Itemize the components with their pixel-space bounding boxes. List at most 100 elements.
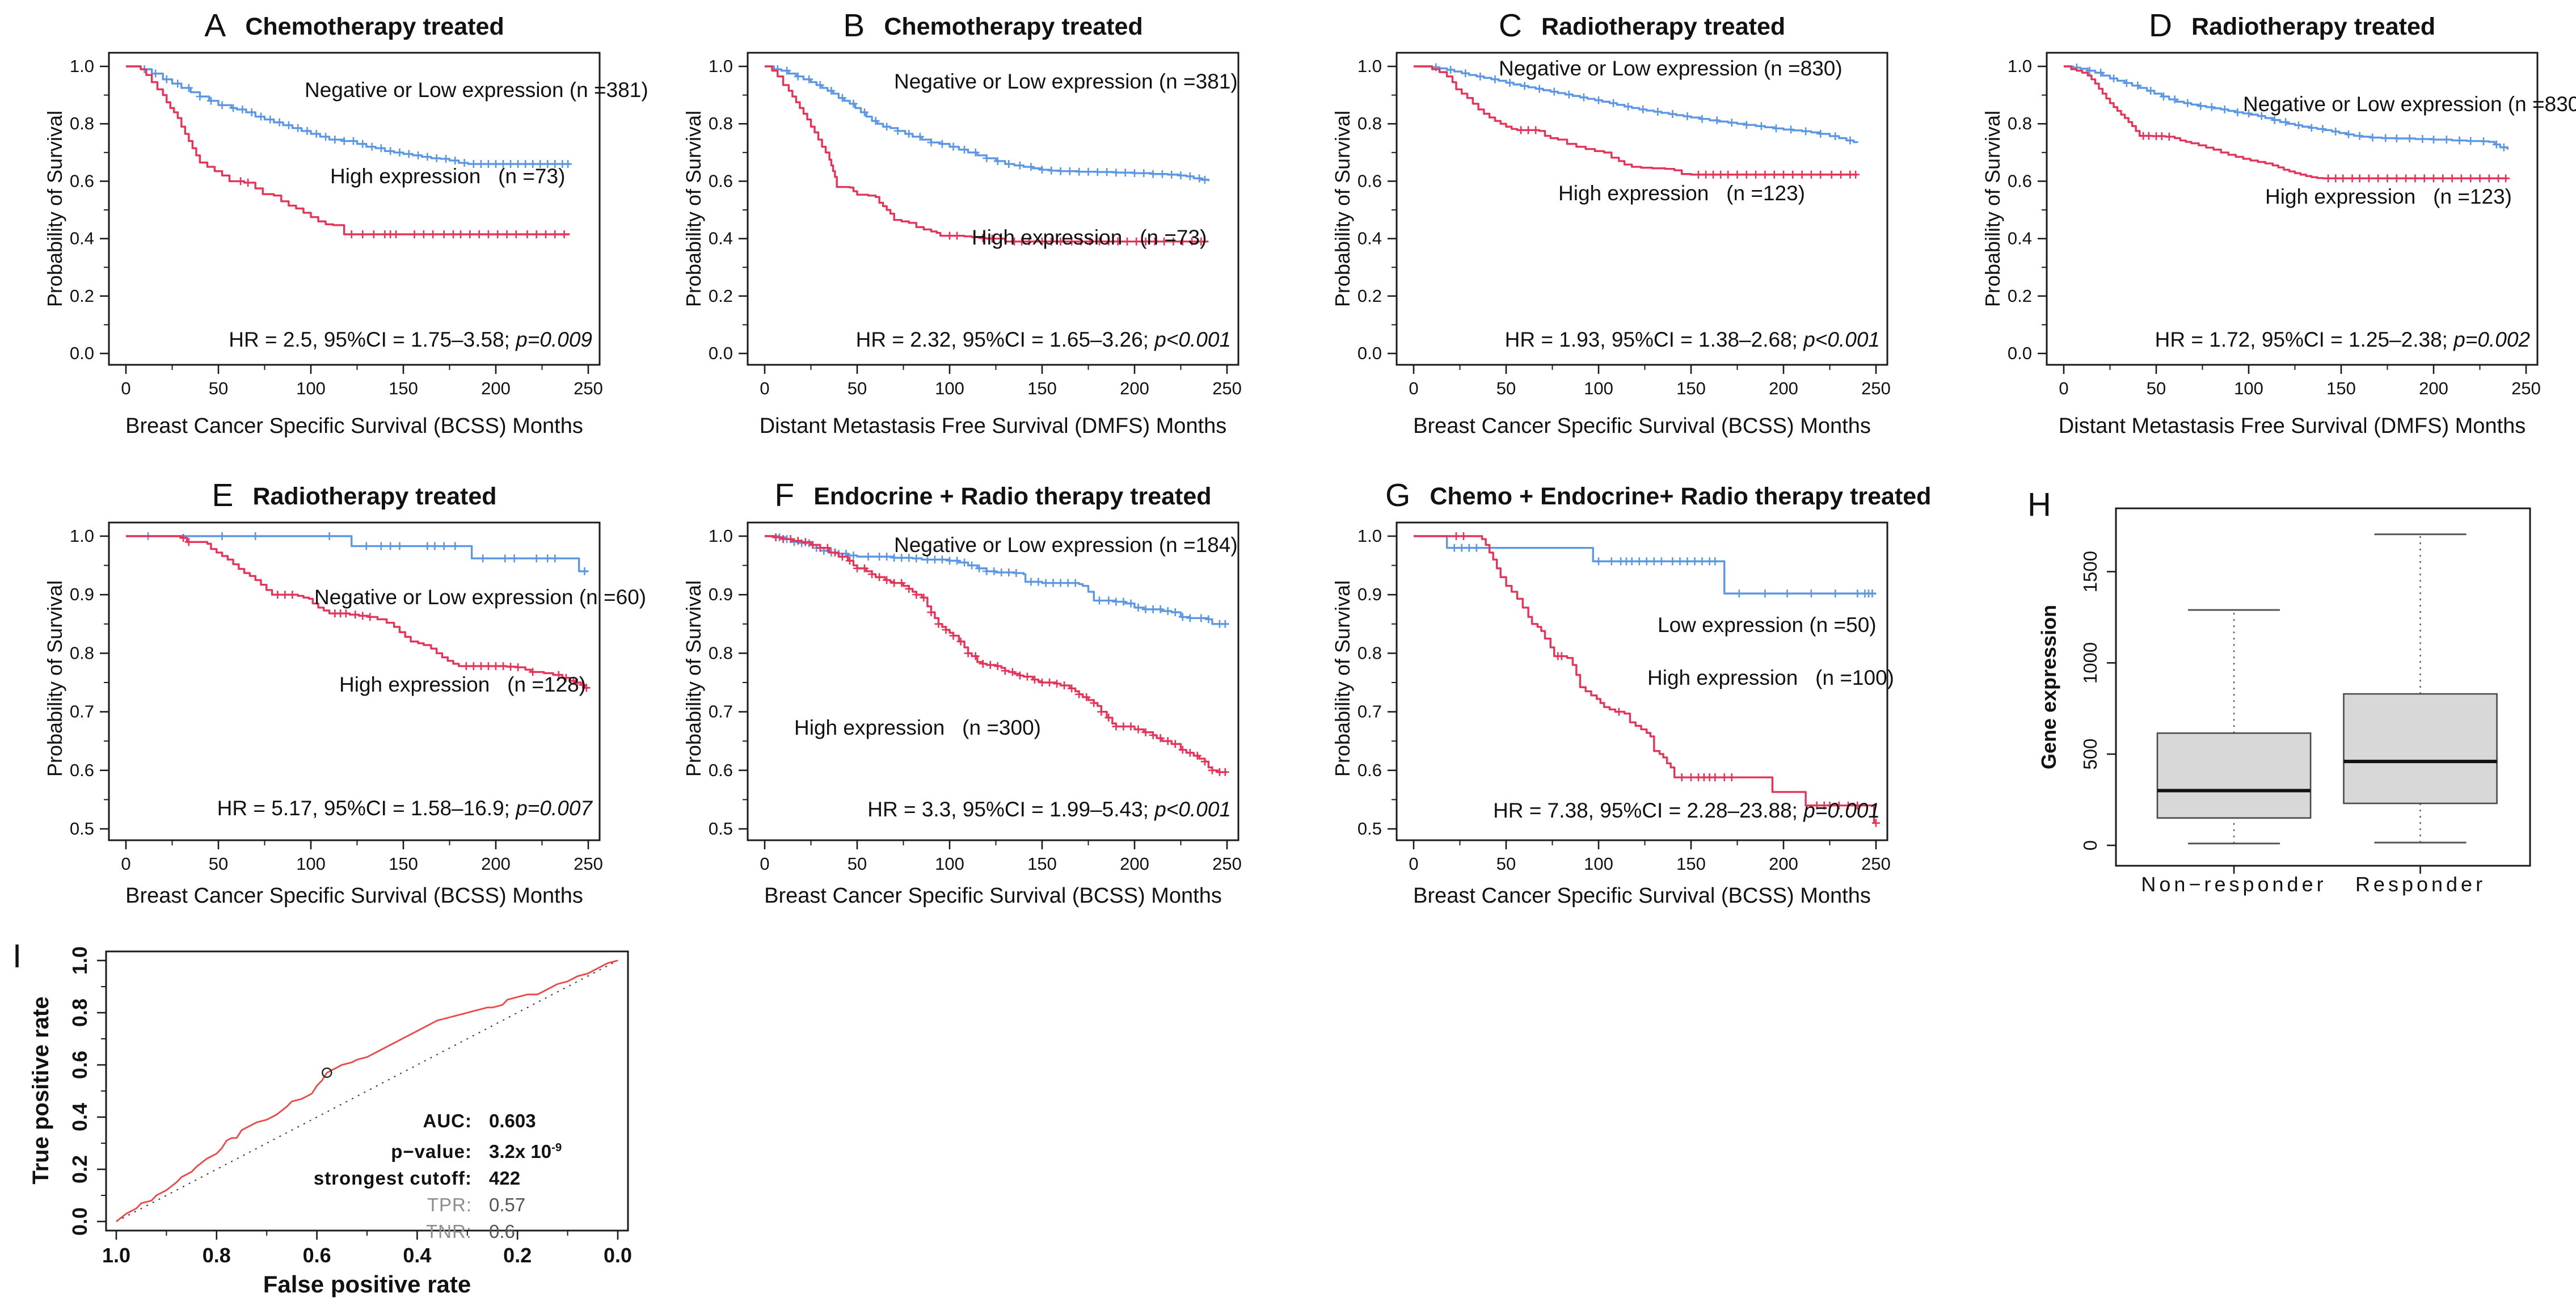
svg-text:0.6: 0.6 — [709, 760, 733, 780]
roc-curve — [116, 959, 618, 1223]
hr-annotation: HR = 7.38, 95%CI = 2.28–23.88; p=0.001 — [1493, 799, 1880, 823]
svg-text:0.4: 0.4 — [70, 229, 94, 248]
svg-text:0.8: 0.8 — [70, 643, 94, 663]
y-axis-label: True positive rate — [28, 996, 53, 1185]
svg-text:0.0: 0.0 — [709, 343, 733, 363]
stat-value: 422 — [489, 1168, 521, 1189]
panel-letter: G — [1385, 477, 1411, 513]
panel-title-text: Radiotherapy treated — [252, 483, 497, 510]
svg-text:0.8: 0.8 — [70, 113, 94, 133]
series-label-negative-low: Negative or Low expression (n =830) — [1499, 57, 1843, 80]
censor-marks-high — [1517, 126, 1860, 179]
svg-text:200: 200 — [1120, 378, 1149, 398]
hr-text: HR = 2.5, 95%CI = 1.75–3.58; — [229, 328, 516, 351]
svg-text:0.0: 0.0 — [1357, 343, 1382, 363]
svg-text:0.8: 0.8 — [709, 113, 733, 133]
panel-title-text: Chemotherapy treated — [884, 13, 1143, 40]
series-label-negative-low: Negative or Low expression (n =381) — [305, 78, 648, 102]
svg-text:50: 50 — [848, 854, 867, 874]
stat-value-exponent: -9 — [551, 1141, 562, 1154]
panel-a: A Chemotherapy treated 0 50 100 150 200 250 0.0… — [24, 5, 648, 458]
series-label-high: High expression (n =73) — [972, 226, 1207, 249]
x-axis-label: Breast Cancer Specific Survival (BCSS) M… — [125, 884, 583, 908]
km-series-high — [2064, 65, 2510, 183]
y-axis-label: Probability of Survival — [43, 110, 66, 308]
svg-text:0.6: 0.6 — [1357, 171, 1382, 191]
km-plot: 0 50 100 150 200 250 0.0 0.2 0.4 0.6 0.8 1.0 — [2008, 52, 2541, 398]
svg-text:100: 100 — [296, 854, 326, 874]
panel-e: E Radiotherapy treated 0 50 100 150 200 250 0.5… — [24, 474, 646, 934]
svg-text:0.6: 0.6 — [68, 1051, 91, 1079]
svg-text:0.5: 0.5 — [709, 819, 733, 839]
stat-value-base: 3.2x 10 — [489, 1141, 552, 1162]
svg-text:0.2: 0.2 — [709, 286, 733, 306]
panel-letter: H — [2027, 486, 2051, 523]
svg-text:0.5: 0.5 — [70, 819, 94, 839]
svg-text:0.0: 0.0 — [604, 1244, 632, 1267]
svg-text:0.4: 0.4 — [709, 229, 733, 248]
svg-text:0: 0 — [1409, 854, 1418, 874]
svg-text:0.7: 0.7 — [70, 702, 94, 722]
hr-annotation: HR = 5.17, 95%CI = 1.58–16.9; p=0.007 — [217, 797, 592, 820]
svg-text:200: 200 — [1769, 854, 1798, 874]
svg-text:1.0: 1.0 — [1357, 56, 1382, 76]
svg-text:0.8: 0.8 — [1357, 643, 1382, 663]
svg-text:0: 0 — [2080, 840, 2101, 850]
km-curve-low — [1414, 535, 1876, 595]
km-plot: 0 50 100 150 200 250 0.0 0.2 0.4 0.6 0.8 1.0 — [709, 52, 1242, 398]
svg-text:0: 0 — [1409, 378, 1418, 398]
p-value-text: p<0.001 — [1154, 328, 1231, 351]
panel-title: B Chemotherapy treated — [748, 7, 1238, 44]
km-curve-high — [1414, 535, 1876, 824]
svg-text:0.7: 0.7 — [709, 702, 733, 722]
svg-text:150: 150 — [1676, 854, 1706, 874]
svg-text:0.6: 0.6 — [2008, 171, 2032, 191]
km-curve-high — [126, 535, 589, 689]
svg-text:0.2: 0.2 — [68, 1155, 91, 1183]
series-label-high: High expression (n =128) — [339, 673, 586, 696]
hr-text: HR = 1.93, 95%CI = 1.38–2.68; — [1504, 328, 1804, 351]
km-series-high — [1414, 65, 1860, 179]
svg-text:0.4: 0.4 — [68, 1103, 91, 1131]
panel-title: F Endocrine + Radio therapy treated — [748, 477, 1238, 514]
km-series-high — [126, 534, 591, 692]
svg-text:0.8: 0.8 — [1357, 113, 1382, 133]
km-plot: 0 50 100 150 200 250 0.0 0.2 0.4 0.6 0.8 1.0 — [1357, 52, 1891, 398]
svg-text:250: 250 — [1861, 854, 1891, 874]
y-axis-label: Probability of Survival — [43, 580, 66, 777]
svg-text:250: 250 — [1861, 378, 1891, 398]
svg-text:200: 200 — [2419, 378, 2448, 398]
svg-text:0.8: 0.8 — [709, 643, 733, 663]
panel-letter: I — [12, 938, 22, 975]
series-label-negative-low: Negative or Low expression (n =60) — [314, 586, 647, 609]
stat-label: strongest cutoff: — [313, 1168, 472, 1189]
svg-text:1.0: 1.0 — [70, 526, 94, 546]
censor-marks-high — [2139, 132, 2510, 183]
panel-title: C Radiotherapy treated — [1397, 7, 1887, 44]
svg-text:0: 0 — [760, 854, 769, 874]
series-label-negative-low: Negative or Low expression (n =381) — [894, 70, 1238, 93]
svg-text:0: 0 — [121, 854, 130, 874]
p-value-text: p<0.001 — [1803, 328, 1880, 351]
svg-text:1.0: 1.0 — [102, 1244, 130, 1267]
censor-marks-negative_low — [1432, 63, 1854, 145]
svg-text:0.6: 0.6 — [709, 171, 733, 191]
series-label-high: High expression (n =100) — [1647, 666, 1894, 689]
censor-marks-negative_low — [140, 65, 572, 169]
svg-text:0.4: 0.4 — [403, 1244, 431, 1267]
svg-text:200: 200 — [481, 854, 511, 874]
svg-text:50: 50 — [209, 854, 228, 874]
censor-marks-low — [1450, 544, 1877, 598]
stat-value: 0.603 — [489, 1110, 536, 1131]
km-series-low — [1414, 535, 1877, 598]
panel-letter: E — [212, 477, 234, 513]
svg-text:0.4: 0.4 — [1357, 229, 1382, 248]
series-label-negative-low: Negative or Low expression (n =184) — [894, 533, 1238, 557]
svg-text:1500: 1500 — [2080, 551, 2101, 592]
p-value-text: p=0.007 — [516, 797, 592, 820]
y-axis-label: Gene expression — [2037, 604, 2060, 770]
svg-text:0.2: 0.2 — [503, 1244, 532, 1267]
svg-text:0.7: 0.7 — [1357, 702, 1382, 722]
svg-text:0.8: 0.8 — [203, 1244, 231, 1267]
